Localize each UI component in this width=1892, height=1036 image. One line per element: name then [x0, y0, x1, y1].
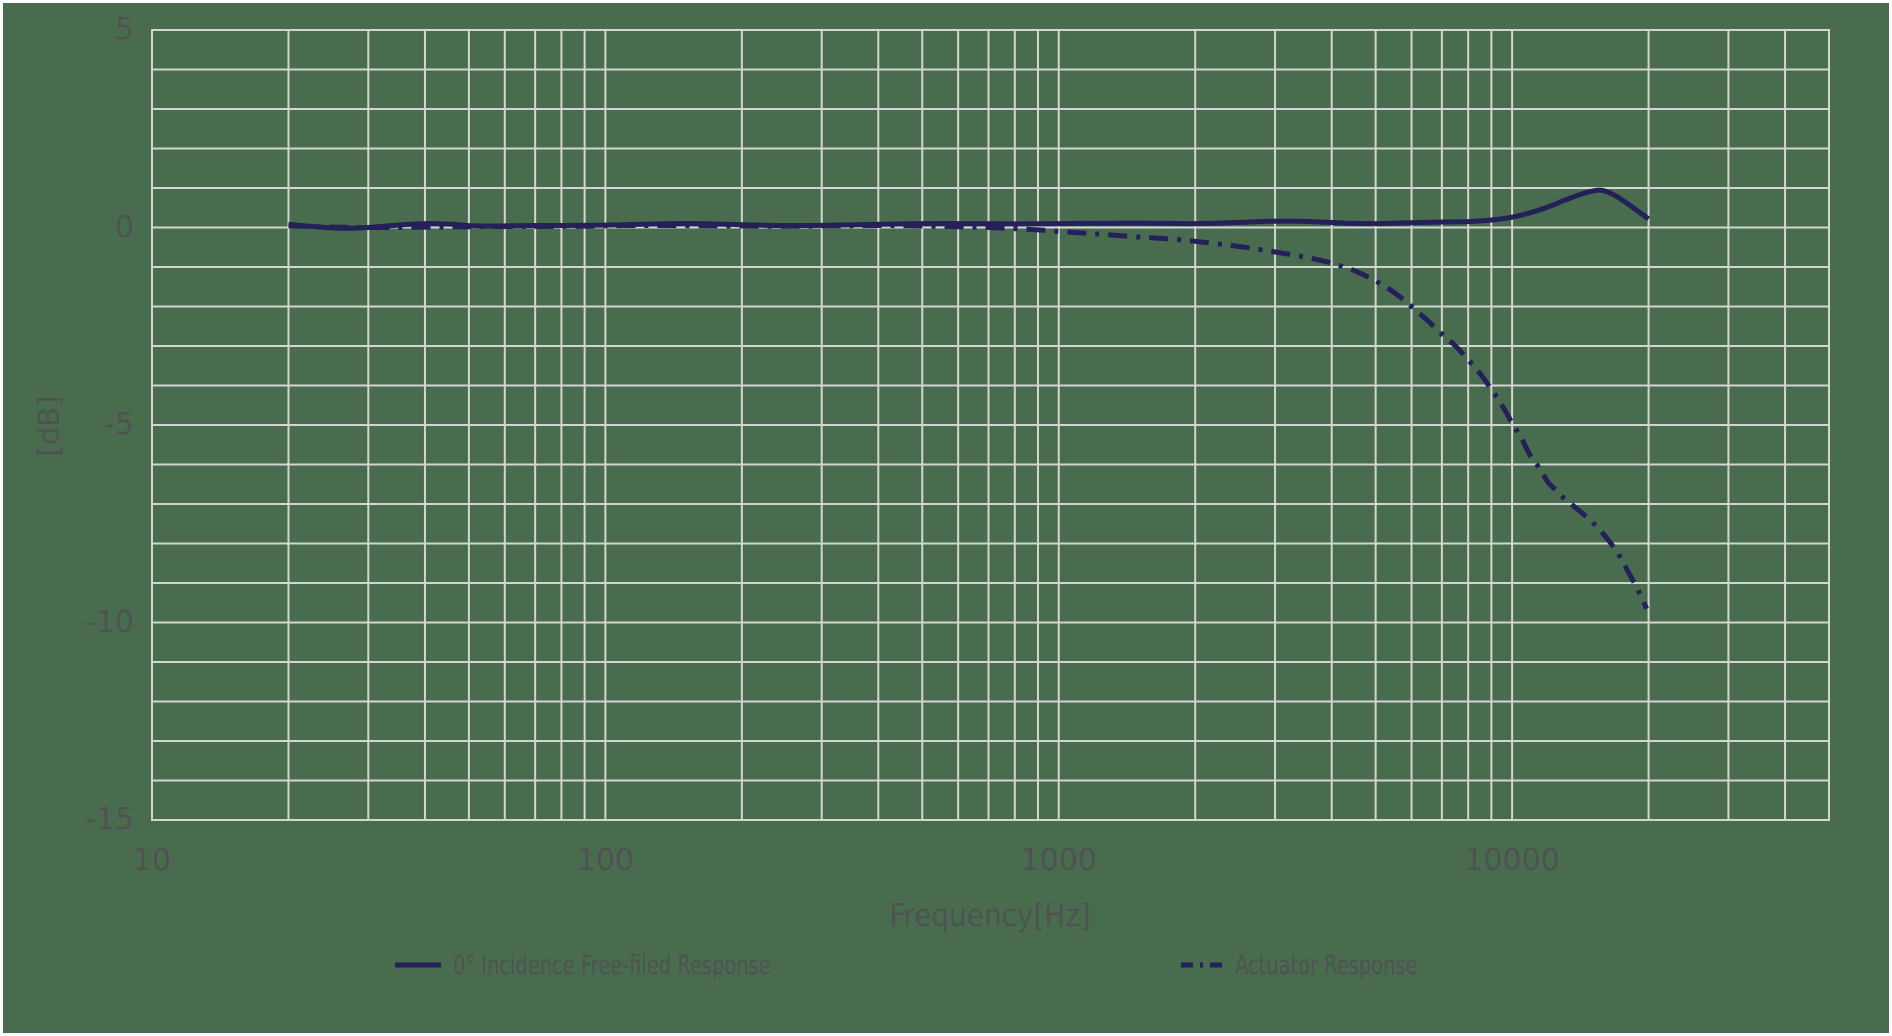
x-tick-label: 10 — [132, 843, 172, 878]
plot-border — [151, 29, 1830, 821]
y-tick-label: 5 — [114, 12, 134, 47]
y-tick-label: 0 — [114, 209, 134, 245]
series-freefield-response — [288, 187, 1651, 231]
dash-dot-line-sample-icon — [1181, 962, 1223, 968]
legend-label-actuator: Actuator Response — [1235, 949, 1418, 981]
x-axis-title: Frequency[Hz] — [889, 898, 1091, 934]
legend-item-freefield: 0° Incidence Free-filed Response — [394, 948, 894, 982]
x-tick-label: 1000 — [1020, 843, 1097, 878]
y-tick-label: -15 — [85, 802, 134, 837]
y-tick-label: -10 — [85, 604, 134, 640]
legend-label-freefield: 0° Incidence Free-filed Response — [453, 949, 771, 981]
x-tick-label: 100 — [576, 843, 634, 878]
legend-item-actuator: Actuator Response — [1180, 948, 1489, 982]
solid-line-sample-icon — [395, 962, 441, 968]
x-tick-label: 10000 — [1464, 843, 1560, 878]
y-tick-label: -5 — [104, 407, 134, 442]
